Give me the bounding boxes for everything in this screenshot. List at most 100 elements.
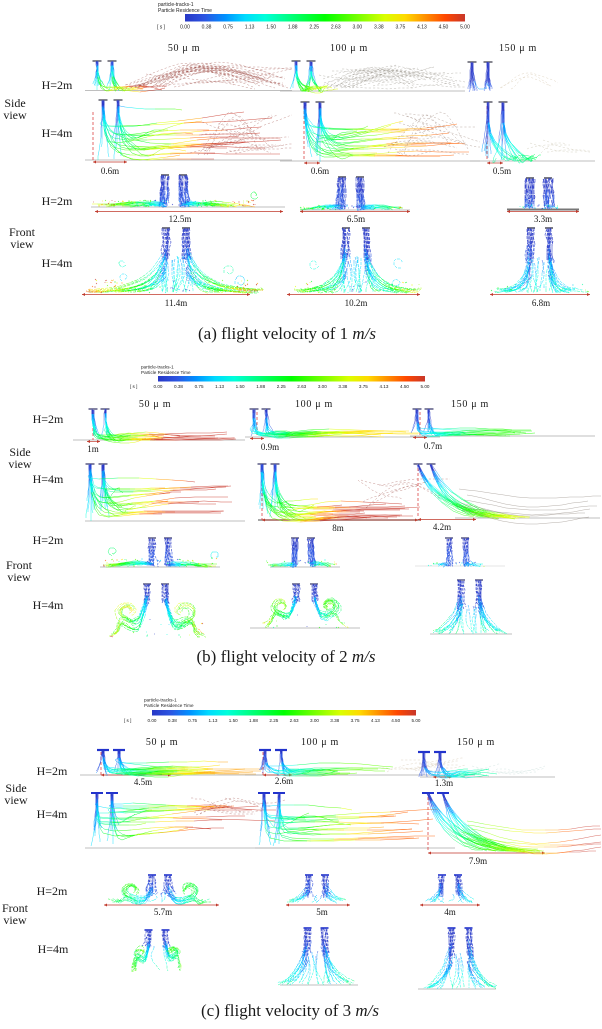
svg-text:50 μ m: 50 μ m [139,399,171,410]
svg-text:5.00: 5.00 [412,718,421,723]
svg-text:3.75: 3.75 [351,718,360,723]
svg-text:3.38: 3.38 [374,25,384,31]
svg-text:1.13: 1.13 [245,25,255,31]
svg-text:0.6m: 0.6m [101,166,119,176]
svg-text:[ s ]: [ s ] [130,384,137,389]
svg-text:2.6m: 2.6m [275,776,293,786]
svg-text:3.75: 3.75 [396,25,406,31]
svg-text:4.50: 4.50 [400,384,409,389]
svg-text:Particle Residence Time: Particle Residence Time [141,370,191,375]
svg-text:6.5m: 6.5m [347,214,365,224]
svg-text:3.00: 3.00 [352,25,362,31]
svg-text:2.63: 2.63 [297,384,306,389]
svg-text:view: view [10,237,34,251]
svg-text:150 μ m: 150 μ m [499,43,537,54]
svg-text:2.25: 2.25 [269,718,278,723]
svg-text:4.13: 4.13 [417,25,427,31]
svg-text:5.00: 5.00 [460,25,470,31]
svg-text:H=4m: H=4m [42,126,73,140]
svg-text:(c) flight velocity of 3 m/s: (c) flight velocity of 3 m/s [201,1001,379,1020]
svg-text:view: view [7,570,31,584]
svg-text:H=4m: H=4m [37,807,68,821]
svg-text:H=2m: H=2m [33,412,64,426]
svg-text:4.50: 4.50 [439,25,449,31]
svg-text:0.7m: 0.7m [424,441,442,451]
svg-text:H=4m: H=4m [33,598,64,612]
svg-text:150 μ m: 150 μ m [451,399,489,410]
svg-text:5.00: 5.00 [421,384,430,389]
svg-text:view: view [8,457,32,471]
svg-text:4m: 4m [444,907,456,917]
svg-text:H=2m: H=2m [37,884,68,898]
svg-text:1m: 1m [87,444,99,454]
svg-text:view: view [3,108,27,122]
svg-text:4.13: 4.13 [371,718,380,723]
svg-text:[ s ]: [ s ] [157,25,166,31]
svg-text:3.3m: 3.3m [534,214,552,224]
svg-text:1.88: 1.88 [288,25,298,31]
svg-text:1.50: 1.50 [266,25,276,31]
svg-text:[ s ]: [ s ] [124,718,131,723]
svg-text:H=2m: H=2m [42,78,73,92]
svg-text:H=4m: H=4m [33,472,64,486]
svg-text:0.75: 0.75 [188,718,197,723]
svg-text:2.25: 2.25 [277,384,286,389]
svg-text:0.00: 0.00 [148,718,157,723]
svg-text:Front: Front [9,225,36,239]
svg-text:3.38: 3.38 [330,718,339,723]
svg-text:4.5m: 4.5m [134,777,152,787]
svg-text:100 μ m: 100 μ m [330,43,368,54]
svg-text:0.75: 0.75 [223,25,233,31]
svg-text:50 μ m: 50 μ m [146,737,178,748]
svg-text:4.50: 4.50 [391,718,400,723]
svg-text:Side: Side [4,96,25,110]
svg-text:3.75: 3.75 [359,384,368,389]
svg-text:H=4m: H=4m [42,256,73,270]
svg-text:10.2m: 10.2m [345,298,368,308]
svg-text:6.8m: 6.8m [532,298,550,308]
svg-text:Side: Side [9,445,30,459]
svg-text:0.00: 0.00 [180,25,190,31]
svg-text:50 μ m: 50 μ m [168,43,200,54]
svg-text:1.88: 1.88 [249,718,258,723]
svg-text:150 μ m: 150 μ m [457,737,495,748]
svg-text:(b) flight velocity of 2 m/s: (b) flight velocity of 2 m/s [197,647,376,666]
svg-text:H=4m: H=4m [38,942,69,956]
svg-text:Particle Residence Time: Particle Residence Time [144,703,194,708]
svg-text:1.13: 1.13 [215,384,224,389]
svg-text:4.2m: 4.2m [433,522,451,532]
svg-text:1.50: 1.50 [229,718,238,723]
svg-text:0.6m: 0.6m [311,166,329,176]
svg-text:view: view [3,913,27,927]
svg-text:Side: Side [5,781,26,795]
svg-text:0.38: 0.38 [168,718,177,723]
svg-text:12.5m: 12.5m [169,214,192,224]
svg-text:particle-tracks-1: particle-tracks-1 [144,698,177,703]
svg-text:0.00: 0.00 [154,384,163,389]
svg-text:100 μ m: 100 μ m [301,737,339,748]
svg-text:3.00: 3.00 [318,384,327,389]
svg-text:1.3m: 1.3m [435,778,453,788]
svg-text:2.63: 2.63 [290,718,299,723]
svg-text:H=2m: H=2m [42,194,73,208]
svg-text:1.13: 1.13 [208,718,217,723]
svg-text:11.4m: 11.4m [165,298,187,308]
svg-text:4.13: 4.13 [379,384,388,389]
svg-text:8m: 8m [332,523,344,533]
svg-text:0.75: 0.75 [195,384,204,389]
svg-text:view: view [4,793,28,807]
svg-text:0.5m: 0.5m [493,166,511,176]
svg-text:3.00: 3.00 [310,718,319,723]
svg-text:0.38: 0.38 [202,25,212,31]
svg-text:7.9m: 7.9m [469,856,487,866]
svg-text:Front: Front [6,558,33,572]
svg-text:3.38: 3.38 [338,384,347,389]
svg-text:Particle Residence Time: Particle Residence Time [158,8,212,14]
svg-text:5.7m: 5.7m [154,907,172,917]
svg-text:(a) flight velocity of 1 m/s: (a) flight velocity of 1 m/s [198,324,376,343]
svg-text:0.38: 0.38 [174,384,183,389]
svg-text:1.50: 1.50 [236,384,245,389]
svg-text:0.9m: 0.9m [261,442,279,452]
svg-text:100 μ m: 100 μ m [295,399,333,410]
svg-text:H=2m: H=2m [33,533,64,547]
